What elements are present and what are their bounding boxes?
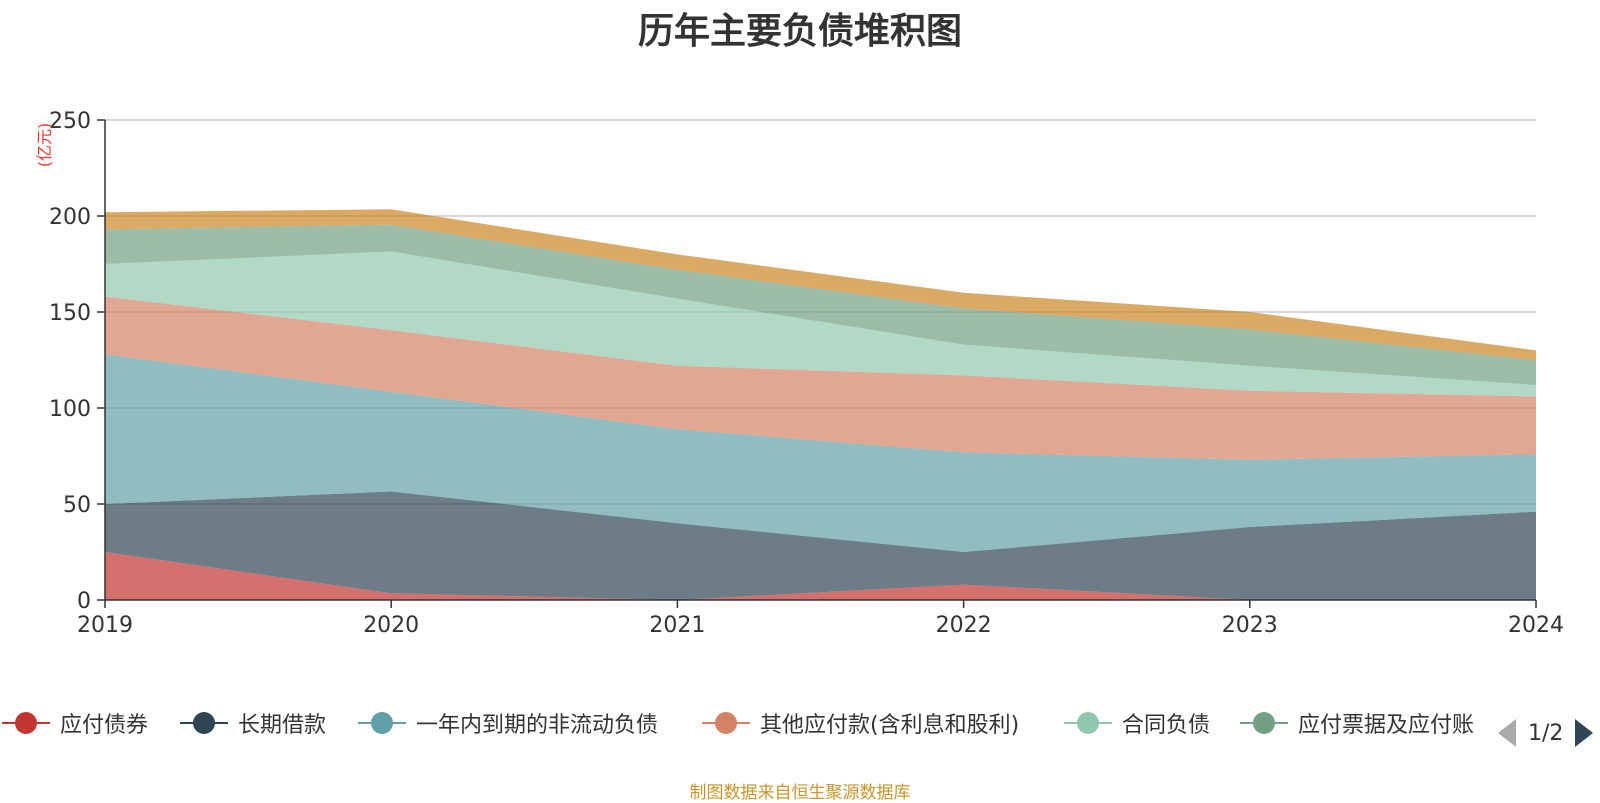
source-footnote: 制图数据来自恒生聚源数据库 bbox=[689, 783, 911, 803]
area-series-2 bbox=[105, 354, 1536, 552]
y-tick-label: 150 bbox=[49, 301, 91, 326]
area-series-5 bbox=[105, 224, 1536, 385]
y-tick-label: 0 bbox=[77, 589, 91, 614]
x-tick-label: 2024 bbox=[1508, 613, 1564, 638]
x-tick-label: 2022 bbox=[936, 613, 992, 638]
chart-title: 历年主要负债堆积图 bbox=[637, 11, 962, 52]
x-tick-label: 2021 bbox=[649, 613, 705, 638]
y-unit-label: (亿元) bbox=[35, 123, 54, 168]
legend-marker-icon bbox=[180, 712, 228, 734]
legend-item[interactable]: 长期借款 bbox=[178, 705, 326, 741]
x-tick-label: 2020 bbox=[363, 613, 419, 638]
legend-item[interactable]: 应付债券 bbox=[0, 705, 148, 741]
legend-next-page-button[interactable] bbox=[1575, 719, 1594, 747]
legend-item[interactable]: 合同负债 bbox=[1062, 705, 1210, 741]
area-series-6 bbox=[105, 209, 1536, 360]
legend-page-indicator: 1/2 bbox=[1528, 720, 1564, 746]
x-tick-label: 2019 bbox=[77, 613, 133, 638]
area-series-0 bbox=[105, 552, 1536, 600]
legend-item[interactable]: 其他应付款(含利息和股利) bbox=[700, 705, 1019, 741]
legend-marker-icon bbox=[1240, 712, 1288, 734]
legend-label: 一年内到期的非流动负债 bbox=[416, 713, 659, 738]
legend: 应付债券 长期借款 一年内到期的非流动负债 其他应付款(含利息和股利) 合同负债 应付票据… bbox=[0, 705, 1600, 741]
area-series-4 bbox=[105, 251, 1536, 397]
y-tick-label: 200 bbox=[49, 205, 91, 230]
legend-marker-icon bbox=[2, 712, 50, 734]
legend-marker-icon bbox=[1064, 712, 1112, 734]
legend-marker-icon bbox=[358, 712, 406, 734]
area-series-3 bbox=[105, 296, 1536, 460]
legend-label: 其他应付款(含利息和股利) bbox=[760, 713, 1020, 738]
legend-prev-page-button[interactable] bbox=[1498, 719, 1516, 747]
legend-item[interactable]: 应付票据及应付账 bbox=[1238, 705, 1474, 741]
y-tick-label: 50 bbox=[63, 493, 91, 518]
legend-label: 长期借款 bbox=[238, 713, 327, 738]
legend-marker-icon bbox=[702, 712, 750, 734]
legend-label: 合同负债 bbox=[1122, 713, 1211, 738]
legend-pager: 1/2 bbox=[1498, 719, 1594, 747]
legend-label: 应付债券 bbox=[60, 713, 149, 738]
y-tick-label: 100 bbox=[49, 397, 91, 422]
legend-item[interactable]: 一年内到期的非流动负债 bbox=[356, 705, 658, 741]
area-series-1 bbox=[105, 491, 1536, 600]
y-tick-label: 250 bbox=[49, 109, 91, 134]
x-tick-label: 2023 bbox=[1222, 613, 1278, 638]
legend-label: 应付票据及应付账 bbox=[1298, 713, 1475, 738]
